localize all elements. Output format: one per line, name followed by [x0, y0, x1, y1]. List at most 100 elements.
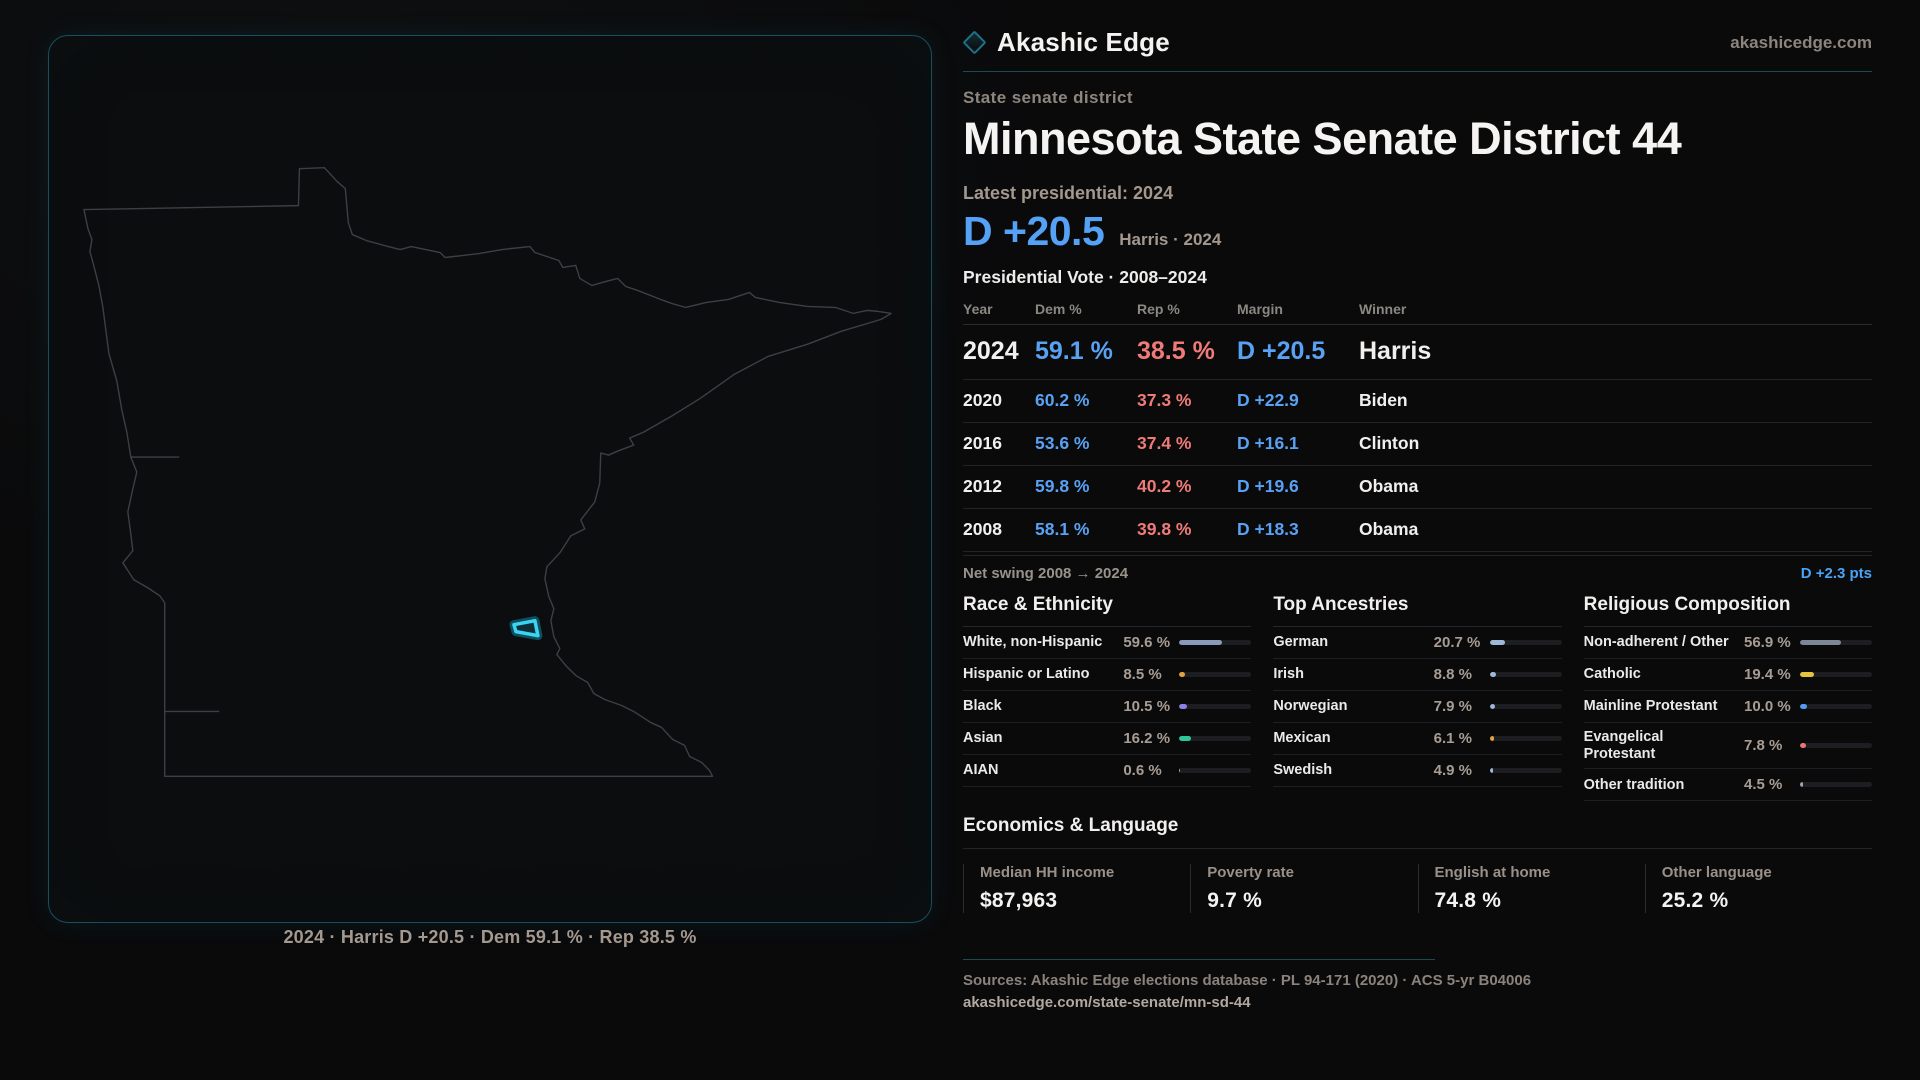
demo-row: AIAN 0.6 %: [963, 755, 1252, 787]
demo-bar: [1489, 672, 1562, 677]
demo-value: 16.2 %: [1123, 730, 1171, 747]
cell-winner: Clinton: [1359, 433, 1420, 453]
brand-domain-link[interactable]: akashicedge.com: [1730, 32, 1872, 52]
cell-winner: Obama: [1359, 476, 1419, 496]
latest-margin-row: D +20.5 Harris · 2024: [963, 208, 1872, 255]
demo-row: Catholic 19.4 %: [1583, 659, 1872, 691]
demo-bar: [1800, 672, 1872, 677]
demo-section-title: Top Ancestries: [1273, 594, 1562, 627]
demo-row: Black 10.5 %: [963, 691, 1252, 723]
demo-label: Black: [963, 698, 1002, 715]
demo-label: AIAN: [963, 762, 999, 779]
district-map-panel[interactable]: [48, 35, 932, 923]
district-type-kicker: State senate district: [963, 88, 1133, 107]
table-bottom-divider: [963, 555, 1872, 556]
net-swing-label: Net swing 2008 → 2024: [963, 565, 1129, 582]
cell-year: 2008: [963, 519, 1002, 539]
cell-dem-pct: 59.1 %: [1035, 337, 1113, 365]
stat-label: Median HH income: [980, 864, 1115, 882]
demo-row: Swedish 4.9 %: [1273, 755, 1562, 787]
demo-row: Mainline Protestant 10.0 %: [1583, 691, 1872, 723]
demo-label: Norwegian: [1273, 698, 1348, 715]
demo-label: Mainline Protestant: [1583, 698, 1718, 715]
cell-winner: Biden: [1359, 390, 1408, 410]
demo-bar-fill: [1179, 736, 1191, 741]
demo-label: German: [1273, 634, 1329, 651]
demo-value: 59.6 %: [1123, 634, 1171, 651]
demo-bar: [1179, 672, 1252, 677]
cell-year: 2016: [963, 433, 1002, 453]
stat-label: Poverty rate: [1207, 864, 1294, 882]
economics-divider: [963, 848, 1872, 850]
demo-bar: [1800, 743, 1872, 749]
stat-value: $87,963: [980, 889, 1058, 913]
header: Akashic Edge akashicedge.com: [962, 27, 1872, 58]
demo-value: 8.8 %: [1433, 666, 1473, 683]
demo-row: Asian 16.2 %: [963, 723, 1252, 755]
cell-dem-pct: 58.1 %: [1035, 519, 1090, 539]
vote-table-title: Presidential Vote · 2008–2024: [963, 267, 1207, 287]
demo-row: Norwegian 7.9 %: [1273, 691, 1562, 723]
table-row: 2024 59.1 % 38.5 % D +20.5 Harris: [963, 325, 1872, 380]
demo-bar-fill: [1489, 768, 1494, 773]
demo-bar: [1489, 736, 1562, 741]
stat-block: English at home 74.8 %: [1417, 864, 1645, 914]
stat-block: Poverty rate 9.7 %: [1190, 864, 1417, 914]
header-divider: [963, 71, 1872, 72]
demo-row: White, non-Hispanic 59.6 %: [963, 627, 1252, 659]
demo-row: German 20.7 %: [1273, 627, 1562, 659]
demo-bar-fill: [1179, 768, 1181, 773]
permalink[interactable]: akashicedge.com/state-senate/mn-sd-44: [963, 994, 1251, 1012]
demo-value: 7.8 %: [1744, 737, 1783, 755]
demo-label: Catholic: [1583, 666, 1641, 683]
cell-margin: D +19.6: [1237, 476, 1299, 496]
demo-bar: [1179, 640, 1252, 645]
demo-bar: [1179, 736, 1252, 741]
demo-bar: [1489, 704, 1562, 709]
demo-value: 10.0 %: [1744, 698, 1791, 715]
cell-dem-pct: 53.6 %: [1035, 433, 1090, 453]
minnesota-map: [83, 167, 892, 778]
brand-diamond-icon: [962, 30, 987, 55]
cell-winner: Obama: [1359, 519, 1419, 539]
latest-margin-sub: Harris · 2024: [1119, 230, 1222, 249]
district-shape[interactable]: [509, 616, 543, 641]
demo-bar-fill: [1489, 640, 1505, 645]
economics-stats: Median HH income $87,963 Poverty rate 9.7 %…: [963, 864, 1872, 914]
demo-bar: [1489, 768, 1562, 773]
footer: Sources: Akashic Edge elections database…: [963, 959, 1872, 1011]
demo-section-religion: Religious Composition Non-adherent / Othe…: [1583, 594, 1872, 802]
stat-label: Other language: [1661, 864, 1772, 882]
demo-label: Asian: [963, 730, 1003, 747]
demo-row: Other tradition 4.5 %: [1583, 769, 1872, 802]
net-swing-value: D +2.3 pts: [1800, 565, 1872, 582]
demo-label: Other tradition: [1583, 776, 1685, 793]
demo-section-race: Race & Ethnicity White, non-Hispanic 59.6 …: [963, 594, 1252, 801]
demo-bar-fill: [1179, 704, 1187, 709]
latest-margin-value: D +20.5: [963, 208, 1105, 254]
demo-bar-fill: [1800, 640, 1841, 645]
table-row: 2012 59.8 % 40.2 % D +19.6 Obama: [963, 466, 1872, 509]
district-report: Akashic Edge akashicedge.com State senat…: [962, 27, 1872, 1011]
table-row: 2016 53.6 % 37.4 % D +16.1 Clinton: [963, 423, 1872, 466]
stat-value: 25.2 %: [1661, 889, 1729, 913]
demo-label: Non-adherent / Other: [1583, 634, 1729, 651]
demo-row: Hispanic or Latino 8.5 %: [963, 659, 1252, 691]
demo-bar-fill: [1489, 672, 1496, 677]
demo-bar-fill: [1179, 640, 1223, 645]
latest-presidential-label: Latest presidential: 2024: [963, 183, 1174, 203]
net-swing-row: Net swing 2008 → 2024 D +2.3 pts: [963, 556, 1872, 590]
demo-value: 7.9 %: [1433, 698, 1473, 715]
stat-block: Median HH income $87,963: [963, 864, 1190, 914]
stat-block: Other language 25.2 %: [1644, 864, 1872, 914]
demo-bar: [1800, 782, 1872, 788]
demo-value: 0.6 %: [1123, 762, 1162, 779]
demo-value: 6.1 %: [1433, 730, 1473, 747]
column-header: Winner: [1359, 301, 1407, 317]
demo-value: 20.7 %: [1433, 634, 1481, 651]
demo-row: Mexican 6.1 %: [1273, 723, 1562, 755]
demo-bar: [1179, 768, 1252, 773]
cell-winner: Harris: [1359, 337, 1432, 365]
economics-title: Economics & Language: [963, 815, 1179, 837]
presidential-vote-table: Year Dem % Rep % Margin Winner 2024 59.1 % 38.5…: [963, 296, 1872, 552]
